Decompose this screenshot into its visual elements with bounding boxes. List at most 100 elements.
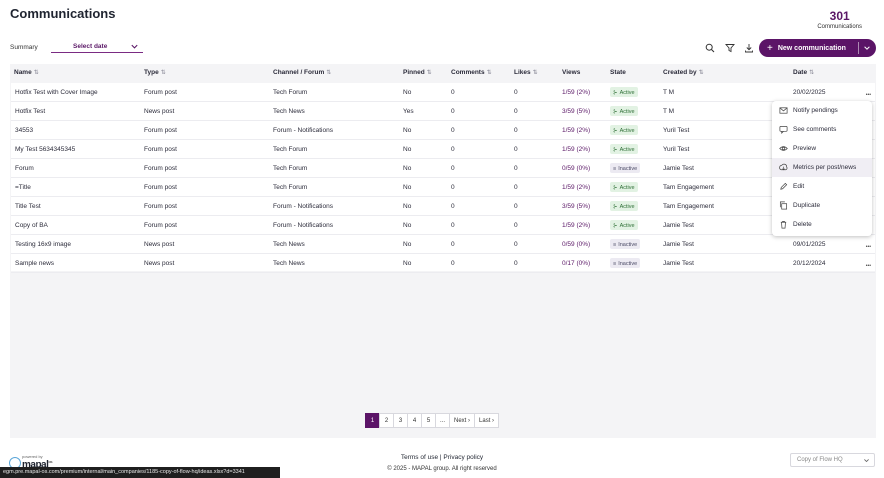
company-select[interactable]: Copy of Flow HQ xyxy=(790,453,875,467)
table-row[interactable]: =Title Forum post Tech Forum No 0 0 1/59 (2%) T… xyxy=(11,178,875,197)
column-header-type[interactable]: Type ⇅ xyxy=(144,69,166,76)
cell-name: Copy of BA xyxy=(15,222,48,229)
table-header: Name ⇅ Type ⇅ Channel / Forum ⇅ Pinned ⇅ Com… xyxy=(10,64,876,81)
table-row[interactable]: Title Test Forum post Forum - Notification… xyxy=(11,197,875,216)
cell-views[interactable]: 1/59 (2%) xyxy=(562,184,591,191)
cell-type: Forum post xyxy=(144,203,177,210)
column-header-likes[interactable]: Likes ⇅ xyxy=(514,69,538,76)
page-button-5[interactable]: 5 xyxy=(421,413,436,428)
status-badge: ⊱ Active xyxy=(610,220,638,230)
download-button[interactable] xyxy=(740,39,757,56)
cell-views[interactable]: 1/59 (2%) xyxy=(562,222,591,229)
status-badge-label: Active xyxy=(619,222,635,229)
eye-icon xyxy=(779,146,788,151)
chevron-down-icon xyxy=(864,459,869,463)
cell-views[interactable]: 0/59 (0%) xyxy=(562,165,591,172)
page-button-1[interactable]: 1 xyxy=(365,413,380,428)
mail-icon xyxy=(779,107,788,114)
cell-created-by: Jamie Test xyxy=(663,260,694,267)
page-button-4[interactable]: 4 xyxy=(407,413,422,428)
chevron-down-icon[interactable] xyxy=(863,44,871,52)
active-status-icon: ⊱ xyxy=(613,89,618,96)
next-page-button[interactable]: Next › xyxy=(449,413,476,428)
active-status-icon: ⊱ xyxy=(613,222,618,229)
last-page-button[interactable]: Last › xyxy=(474,413,500,428)
menu-item-see-comments[interactable]: See comments xyxy=(772,120,872,139)
cell-created-by: T M xyxy=(663,89,675,96)
company-select-value: Copy of Flow HQ xyxy=(797,457,843,463)
column-header-channel[interactable]: Channel / Forum ⇅ xyxy=(273,69,332,76)
terms-link[interactable]: Terms of use xyxy=(400,454,439,461)
cell-channel: Tech Forum xyxy=(273,184,308,191)
column-header-date[interactable]: Date ⇅ xyxy=(793,69,815,76)
sort-icon: ⇅ xyxy=(426,70,432,76)
cell-views[interactable]: 1/59 (2%) xyxy=(562,89,591,96)
cell-views[interactable]: 3/59 (5%) xyxy=(562,203,591,210)
cell-pinned: No xyxy=(403,89,412,96)
cell-pinned: No xyxy=(403,127,412,134)
page-button-3[interactable]: 3 xyxy=(393,413,408,428)
count-label: Communications xyxy=(817,24,862,30)
cell-views[interactable]: 1/59 (2%) xyxy=(562,127,591,134)
chevron-down-icon xyxy=(131,44,138,49)
new-communication-label: New communication xyxy=(777,44,846,52)
date-select[interactable]: Select date xyxy=(51,41,143,53)
cell-channel: Tech Forum xyxy=(273,89,308,96)
table-body: Hotfix Test with Cover Image Forum post Te… xyxy=(11,83,875,273)
plus-icon: + xyxy=(767,42,773,54)
column-header-created-by[interactable]: Created by ⇅ xyxy=(663,69,704,76)
table-row[interactable]: Hotfix Test with Cover Image Forum post Te… xyxy=(11,83,875,102)
menu-item-delete[interactable]: Delete xyxy=(772,215,872,234)
column-header-comments[interactable]: Comments ⇅ xyxy=(451,69,492,76)
cell-views[interactable]: 0/59 (0%) xyxy=(562,241,591,248)
cell-name: Forum xyxy=(15,165,34,172)
cell-created-by: Tam Engagement xyxy=(663,184,714,191)
active-status-icon: ⊱ xyxy=(613,127,618,134)
cell-likes: 0 xyxy=(514,89,518,96)
table-row[interactable]: Testing 16x9 image News post Tech News No 0 0… xyxy=(11,235,875,254)
menu-item-duplicate[interactable]: Duplicate xyxy=(772,196,872,215)
table-row[interactable]: Forum Forum post Tech Forum No 0 0 0/59 (0%) Ja… xyxy=(11,159,875,178)
cell-views[interactable]: 1/59 (2%) xyxy=(562,146,591,153)
filter-icon xyxy=(724,43,735,52)
menu-item-notify-pendings[interactable]: Notify pendings xyxy=(772,101,872,120)
cell-channel: Tech Forum xyxy=(273,165,308,172)
status-badge-label: Inactive xyxy=(618,241,638,248)
status-bar-url: egm.pre.mapal-os.com/premium/internal/ma… xyxy=(0,467,280,478)
row-actions-icon[interactable]: ••• xyxy=(865,92,871,98)
table-row[interactable]: 34553 Forum post Forum - Notifications No 0 0… xyxy=(11,121,875,140)
search-button[interactable] xyxy=(701,39,718,56)
column-header-name[interactable]: Name ⇅ xyxy=(14,69,39,76)
cell-likes: 0 xyxy=(514,165,518,172)
status-badge-label: Inactive xyxy=(618,260,638,267)
cell-channel: Forum - Notifications xyxy=(273,127,333,134)
menu-item-edit[interactable]: Edit xyxy=(772,177,872,196)
row-actions-icon[interactable]: ••• xyxy=(865,244,871,250)
cell-created-by: Jamie Test xyxy=(663,165,694,172)
cell-name: Sample news xyxy=(15,260,55,267)
date-select-placeholder: Select date xyxy=(73,43,108,50)
cell-likes: 0 xyxy=(514,127,518,134)
new-communication-button[interactable]: + New communication xyxy=(759,39,876,57)
menu-item-preview[interactable]: Preview xyxy=(772,139,872,158)
table-row[interactable]: Copy of BA Forum post Forum - Notification… xyxy=(11,216,875,235)
menu-item-metrics-per-post-news[interactable]: Metrics per post/news xyxy=(772,158,872,177)
summary-label: Summary xyxy=(10,44,38,51)
filter-button[interactable] xyxy=(721,39,738,56)
sort-icon: ⇅ xyxy=(326,70,332,76)
cell-likes: 0 xyxy=(514,108,518,115)
cell-created-by: Jamie Test xyxy=(663,241,694,248)
pagination: 1 2 3 4 5... Next › Last › xyxy=(365,413,500,428)
table-row[interactable]: Hotfix Test News post Tech News Yes 0 0 3/59 (… xyxy=(11,102,875,121)
row-actions-icon[interactable]: ••• xyxy=(865,263,871,269)
column-header-pinned[interactable]: Pinned ⇅ xyxy=(403,69,432,76)
cell-views[interactable]: 3/59 (5%) xyxy=(562,108,591,115)
page-button-2[interactable]: 2 xyxy=(379,413,394,428)
table-row[interactable]: My Test 5634345345 Forum post Tech Forum No… xyxy=(11,140,875,159)
copyright: © 2025 - MAPAL group. All right reserved xyxy=(387,466,497,472)
privacy-link[interactable]: Privacy policy xyxy=(443,454,484,461)
cell-views[interactable]: 0/17 (0%) xyxy=(562,260,591,267)
status-badge: ⊱ Active xyxy=(610,201,638,211)
cell-comments: 0 xyxy=(451,89,455,96)
table-row[interactable]: Sample news News post Tech News No 0 0 0/17 (0… xyxy=(11,254,875,273)
